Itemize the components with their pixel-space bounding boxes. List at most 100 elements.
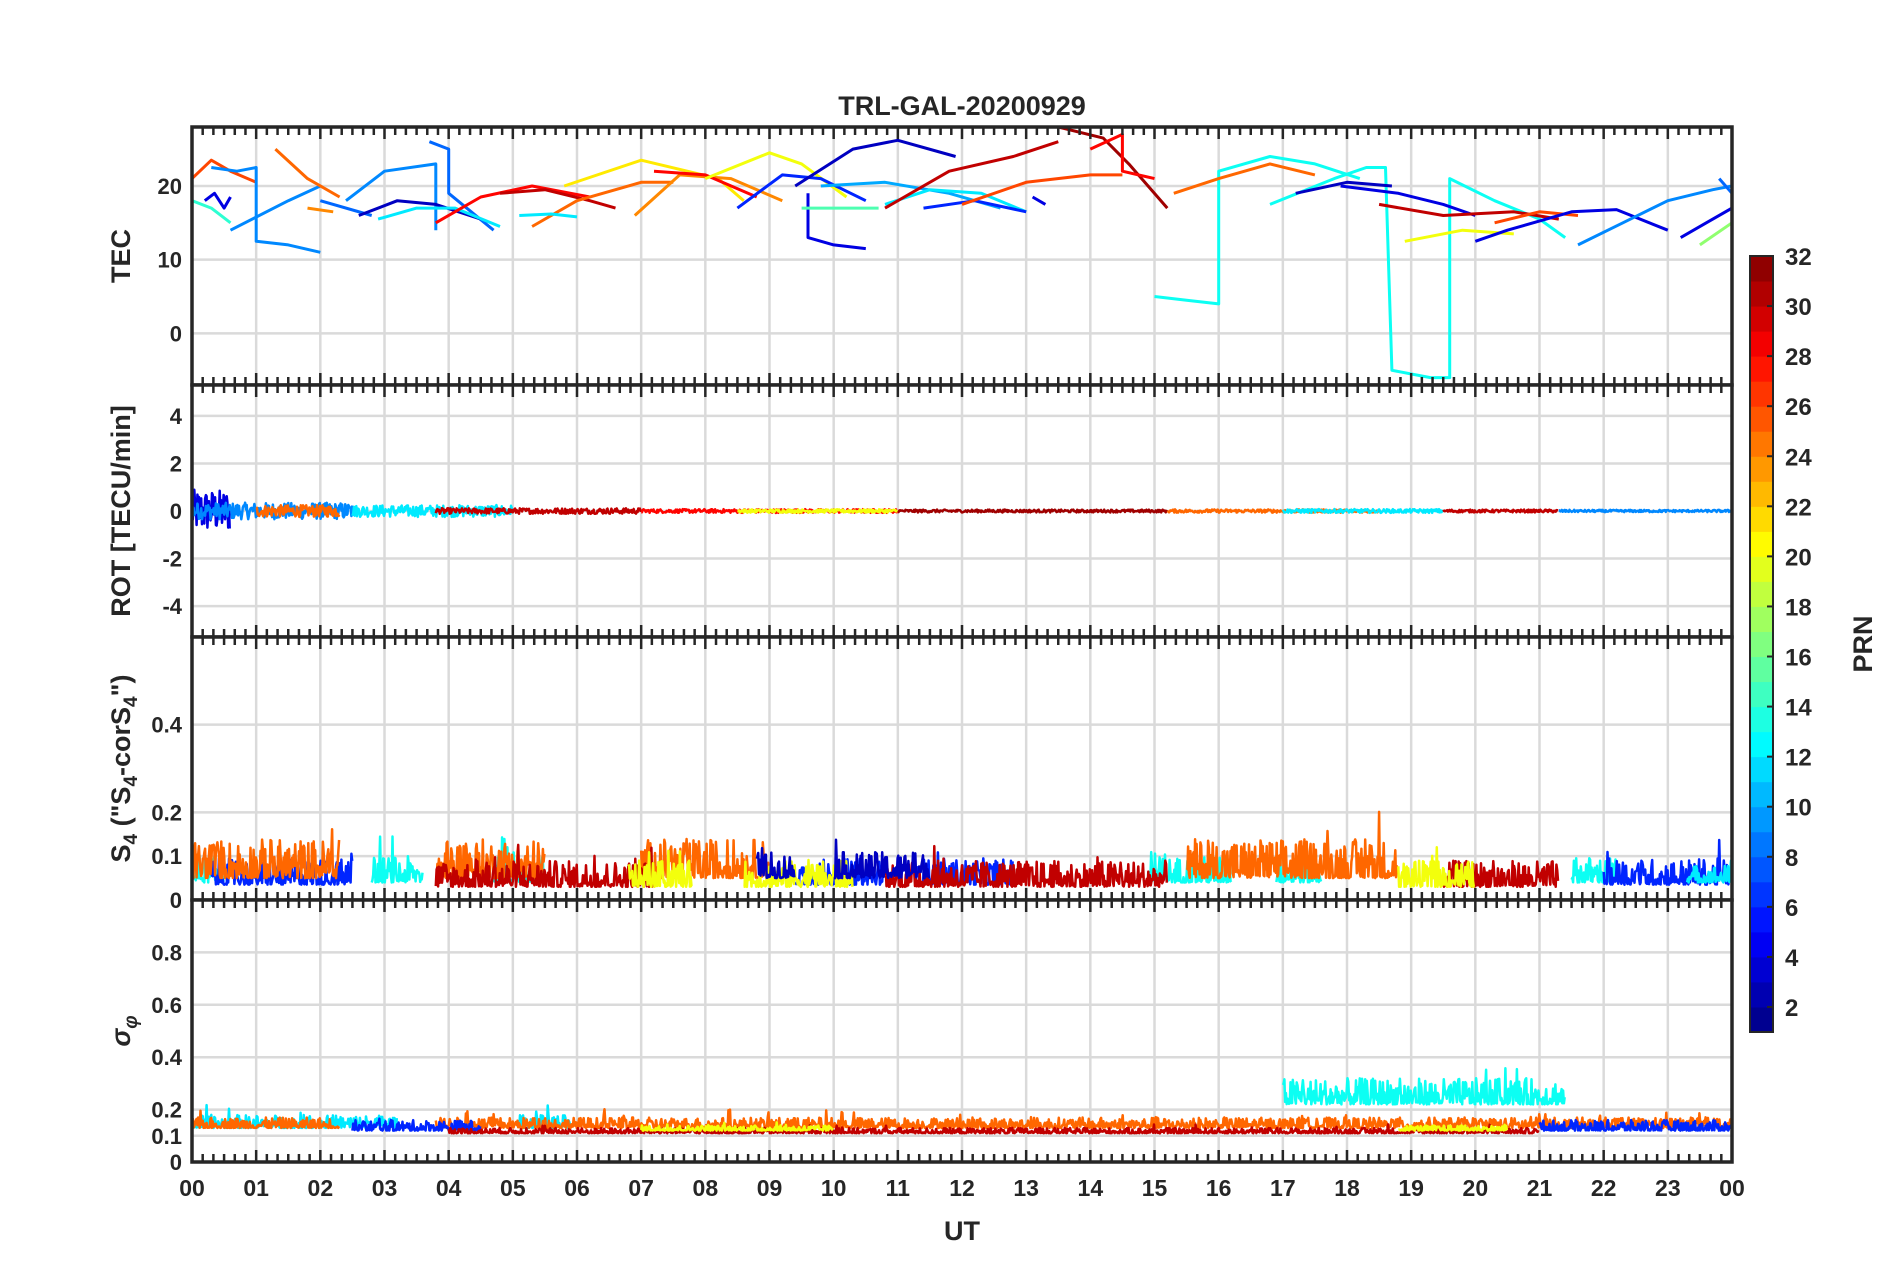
- series-prn-9: [192, 501, 354, 521]
- series-prn-25: [192, 827, 341, 880]
- x-tick-labels: 00 01 02 03 04 05 06 07 08 09 10 11 12 13 14 15 16 17 18 19…: [179, 1175, 1745, 1201]
- series-prn-26: [961, 173, 1123, 206]
- colorbar-tick-label: 28: [1785, 344, 1812, 371]
- panel-s4-ytick-label: 0.4: [151, 713, 182, 738]
- series-prn-13: [1281, 1067, 1566, 1106]
- panel-rot-data: [192, 488, 1732, 529]
- panel-tec-ytick-label: 20: [158, 174, 182, 199]
- colorbar-tick-label: 24: [1785, 444, 1812, 471]
- series-prn-25: [1185, 810, 1399, 880]
- x-tick-label: 09: [757, 1175, 783, 1201]
- series-prn-12: [377, 206, 501, 228]
- colorbar-tick-label: 6: [1785, 895, 1798, 922]
- colorbar-tick-label: 4: [1785, 945, 1799, 972]
- panel-rot-ytick-label: -2: [162, 547, 182, 572]
- series-prn-20: [1397, 1123, 1509, 1132]
- series-prn-20: [736, 508, 899, 514]
- series-prn-30: [1442, 508, 1559, 514]
- series-prn-12: [1685, 859, 1732, 884]
- panel-rot: -4 -2 0 2 4 ROT [TECU/min]: [106, 383, 1734, 639]
- colorbar-swatch: [1750, 856, 1773, 883]
- panel-sigma: 00.10.2 0.4 0.6 0.8 σφ: [106, 898, 1734, 1175]
- colorbar-swatch: [1750, 455, 1773, 482]
- panel-s4-ytick-label: 0.1: [151, 844, 182, 869]
- colorbar-swatch: [1750, 731, 1773, 758]
- colorbar-swatch: [1750, 430, 1773, 457]
- colorbar-swatch: [1750, 280, 1773, 307]
- colorbar-swatch: [1750, 681, 1773, 708]
- series-prn-25: [274, 147, 341, 199]
- panel-s4-ytick-label: 0.2: [151, 800, 182, 825]
- series-prn-30: [447, 1123, 1540, 1135]
- x-tick-label: 04: [436, 1175, 462, 1201]
- series-prn-20: [627, 849, 693, 889]
- colorbar-swatch: [1750, 881, 1773, 908]
- x-tick-label: 21: [1527, 1175, 1553, 1201]
- x-tick-label: 19: [1398, 1175, 1424, 1201]
- colorbar-tick-label: 18: [1785, 594, 1812, 621]
- series-prn-31: [897, 508, 1168, 514]
- colorbar-swatch: [1750, 380, 1773, 407]
- panel-s4-data: [192, 810, 1732, 889]
- colorbar-tick-label: 20: [1785, 544, 1812, 571]
- x-tick-label: 20: [1463, 1175, 1489, 1201]
- colorbar-swatch: [1750, 806, 1773, 833]
- panel-tec-ytick-label: 0: [170, 321, 182, 346]
- chart-title: TRL-GAL-20200929: [838, 91, 1086, 121]
- panel-tec-ytick-label: 10: [158, 248, 182, 273]
- series-prn-3: [833, 838, 931, 880]
- panel-sigma-ytick-label: 0: [170, 1150, 182, 1175]
- series-prn-20: [639, 1121, 834, 1132]
- panel-sigma-ytick-label: 0.8: [151, 940, 182, 965]
- colorbar-tick-label: 26: [1785, 394, 1812, 421]
- series-prn-25: [434, 1107, 1732, 1130]
- panel-sigma-ytick-label: 0.4: [151, 1045, 182, 1070]
- series-prn-6: [1538, 1118, 1732, 1132]
- colorbar-swatch: [1750, 1006, 1773, 1033]
- series-prn-4: [1340, 184, 1476, 217]
- x-tick-label: 07: [628, 1175, 654, 1201]
- colorbar-swatch: [1750, 906, 1773, 933]
- series-prn-6: [736, 173, 867, 210]
- x-axis-label: UT: [944, 1216, 980, 1246]
- series-prn-4: [203, 191, 232, 210]
- x-tick-label: 16: [1206, 1175, 1232, 1201]
- panel-tec-ylabel: TEC: [106, 229, 136, 283]
- series-prn-9: [229, 184, 321, 232]
- x-tick-label: 11: [886, 1175, 911, 1201]
- panel-sigma-data: [192, 1067, 1732, 1135]
- series-prn-30: [434, 506, 642, 516]
- series-prn-28: [653, 169, 758, 199]
- colorbar-swatch: [1750, 305, 1773, 332]
- colorbar-swatch: [1750, 931, 1773, 958]
- series-prn-3: [358, 199, 482, 221]
- series-prn-3: [755, 846, 796, 880]
- colorbar-tick-label: 32: [1785, 244, 1812, 271]
- series-prn-3: [794, 138, 957, 188]
- series-prn-12: [519, 212, 578, 219]
- colorbar-swatch: [1750, 756, 1773, 783]
- panel-rot-ytick-label: 2: [170, 451, 182, 476]
- series-prn-9: [211, 166, 321, 254]
- colorbar-tick-label: 2: [1785, 995, 1798, 1022]
- panel-rot-ylabel: ROT [TECU/min]: [106, 405, 136, 616]
- colorbar-swatch: [1750, 956, 1773, 983]
- x-tick-label: 12: [949, 1175, 975, 1201]
- series-prn-25: [255, 503, 341, 519]
- series-prn-17: [1699, 221, 1732, 247]
- colorbar-swatch: [1750, 706, 1773, 733]
- colorbar-swatch: [1750, 355, 1773, 382]
- colorbar-swatch: [1750, 505, 1773, 532]
- series-prn-24: [307, 206, 334, 214]
- series-prn-25: [1173, 162, 1316, 195]
- series-prn-30: [499, 188, 616, 210]
- series-prn-9: [345, 162, 438, 231]
- series-prn-21: [563, 158, 745, 202]
- x-tick-label: 00: [1719, 1175, 1745, 1201]
- x-tick-label: 18: [1334, 1175, 1360, 1201]
- x-tick-label: 03: [372, 1175, 398, 1201]
- colorbar-swatch: [1750, 480, 1773, 507]
- series-prn-30: [1442, 859, 1560, 889]
